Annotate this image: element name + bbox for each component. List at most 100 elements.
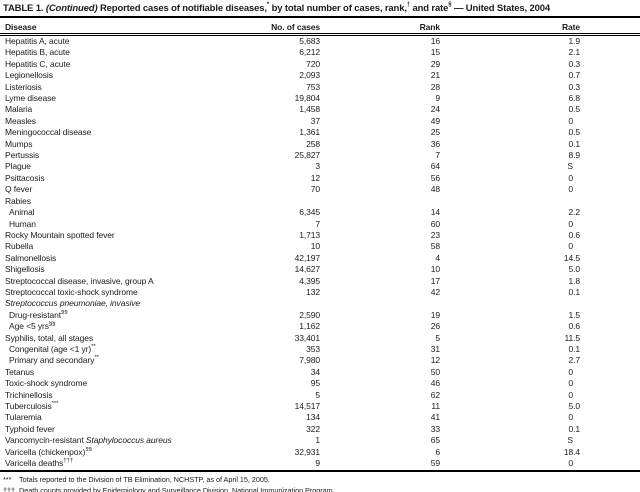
rank-cell: 6 — [435, 446, 440, 457]
table-title: TABLE 1. (Continued) Reported cases of n… — [0, 2, 640, 18]
rate-cell: 0.5 — [568, 104, 580, 115]
table-row: Drug-resistant§§ 2,590 19 1.5 — [0, 310, 640, 321]
rate-cell: 1.8 — [568, 275, 580, 286]
disease-cell: Shigellosis — [5, 264, 45, 275]
cases-cell: 7,980 — [299, 355, 320, 366]
rate-cell: 0 — [568, 412, 573, 423]
rank-cell: 23 — [430, 229, 440, 240]
rank-cell: 21 — [430, 70, 440, 81]
rank-cell: 33 — [430, 423, 440, 434]
disease-cell: Rubella — [5, 241, 34, 252]
disease-cell: Streptococcal disease, invasive, group A — [5, 275, 154, 286]
disease-cell: Drug-resistant§§ — [9, 309, 68, 320]
disease-cell: Human — [9, 218, 36, 229]
cases-cell: 1 — [315, 435, 320, 446]
rate-cell: 1.9 — [568, 36, 580, 46]
disease-cell: Tuberculosis*** — [5, 401, 59, 411]
rank-cell: 42 — [430, 286, 440, 297]
rate-cell: 0 — [568, 218, 573, 229]
rate-cell: 0.1 — [568, 423, 580, 434]
cases-cell: 14,627 — [294, 264, 320, 275]
disease-cell: Lyme disease — [5, 93, 56, 104]
rank-cell: 31 — [430, 343, 440, 354]
cases-cell — [253, 196, 320, 207]
disease-cell: Salmonellosis — [5, 252, 57, 263]
table-row: Q fever 70 48 0 — [0, 184, 640, 195]
cases-cell: 720 — [306, 58, 320, 69]
cases-cell: 1,458 — [299, 104, 320, 115]
rank-cell: 26 — [430, 321, 440, 332]
rate-cell: 0.1 — [568, 343, 580, 354]
rank-cell: 36 — [430, 138, 440, 149]
cases-cell: 32,931 — [294, 446, 320, 457]
cases-cell: 322 — [306, 423, 320, 434]
cases-cell: 1,713 — [299, 229, 320, 240]
cases-cell: 19,804 — [294, 93, 320, 104]
cases-cell: 10 — [310, 241, 320, 252]
cases-cell: 42,197 — [294, 252, 320, 263]
table-row: Mumps 258 36 0.1 — [0, 139, 640, 150]
rate-cell: 0 — [568, 366, 573, 377]
rate-cell: 0.1 — [568, 286, 580, 297]
rank-cell: 11 — [431, 401, 440, 411]
disease-cell: Varicella deaths††† — [5, 458, 73, 469]
rank-cell: 50 — [430, 366, 440, 377]
disease-cell: Tetanus — [5, 366, 35, 377]
table-row: Toxic-shock syndrome 95 46 0 — [0, 378, 640, 389]
footnotes: *** Totals reported to the Division of TB… — [0, 470, 640, 492]
rank-cell: 14 — [430, 207, 440, 218]
rate-cell: 0.7 — [568, 70, 580, 81]
cases-cell: 4,395 — [299, 275, 320, 286]
rank-cell: 29 — [430, 58, 440, 69]
cases-cell: 753 — [306, 81, 320, 92]
table-row: Streptococcal toxic-shock syndrome 132 42 0… — [0, 287, 640, 298]
disease-cell: Meningococcal disease — [5, 127, 92, 138]
rate-cell: 2.1 — [568, 47, 580, 58]
rank-cell: 16 — [430, 36, 440, 46]
disease-cell: Streptococcal toxic-shock syndrome — [5, 286, 138, 297]
cases-cell: 258 — [306, 138, 320, 149]
rank-cell: 25 — [430, 127, 440, 138]
table-header-row: Disease No. of cases Rank Rate — [0, 18, 640, 36]
rank-cell: 58 — [430, 241, 440, 252]
disease-cell: Pertussis — [5, 150, 40, 161]
column-header-rate: Rate — [440, 18, 640, 36]
rate-cell: 0 — [568, 378, 573, 389]
rate-cell: 18.4 — [563, 446, 580, 457]
rate-cell: 0 — [568, 172, 573, 183]
table-row: Shigellosis 14,627 10 5.0 — [0, 264, 640, 275]
cases-cell: 34 — [310, 366, 320, 377]
cases-cell: 6,345 — [299, 207, 320, 218]
table-row: Trichinellosis 5 62 0 — [0, 390, 640, 401]
footnote-text: Totals reported to the Division of TB El… — [19, 475, 270, 485]
table-row: Tetanus 34 50 0 — [0, 367, 640, 378]
cases-cell: 37 — [310, 115, 320, 126]
disease-cell: Varicella (chickenpox)§§ — [5, 446, 92, 457]
table-row: Meningococcal disease 1,361 25 0.5 — [0, 127, 640, 138]
rank-cell: 60 — [430, 218, 440, 229]
cases-cell: 25,827 — [294, 150, 320, 161]
table-row: Streptococcal disease, invasive, group A… — [0, 276, 640, 287]
disease-cell: Toxic-shock syndrome — [5, 378, 88, 389]
table-row: Plague 3 64 S — [0, 161, 640, 172]
disease-cell: Streptococcus pneumoniae, invasive — [5, 298, 141, 309]
table-row: Hepatitis A, acute 5,683 16 1.9 — [0, 35, 640, 48]
rate-cell: 6.8 — [568, 93, 580, 104]
table-row: Congenital (age <1 yr)** 353 31 0.1 — [0, 344, 640, 355]
notifiable-diseases-table: Disease No. of cases Rank Rate Hepatitis… — [0, 18, 640, 469]
cases-cell: 2,590 — [299, 309, 320, 320]
disease-cell: Rocky Mountain spotted fever — [5, 229, 115, 240]
cases-cell: 12 — [310, 172, 320, 183]
rate-cell: 14.5 — [563, 252, 580, 263]
table-group-row: Streptococcus pneumoniae, invasive — [0, 298, 640, 309]
cases-cell: 33,401 — [294, 332, 320, 343]
rank-cell: 9 — [435, 93, 440, 104]
cases-cell: 5,683 — [299, 36, 320, 46]
rate-cell: 0 — [568, 184, 573, 195]
rate-cell: 0 — [568, 458, 573, 469]
rank-cell: 15 — [430, 47, 440, 58]
rate-cell: 0 — [568, 241, 573, 252]
footnote: ††† Death counts provided by Epidemiology… — [0, 486, 640, 492]
table-row: Lyme disease 19,804 9 6.8 — [0, 93, 640, 104]
disease-cell: Legionellosis — [5, 70, 53, 81]
